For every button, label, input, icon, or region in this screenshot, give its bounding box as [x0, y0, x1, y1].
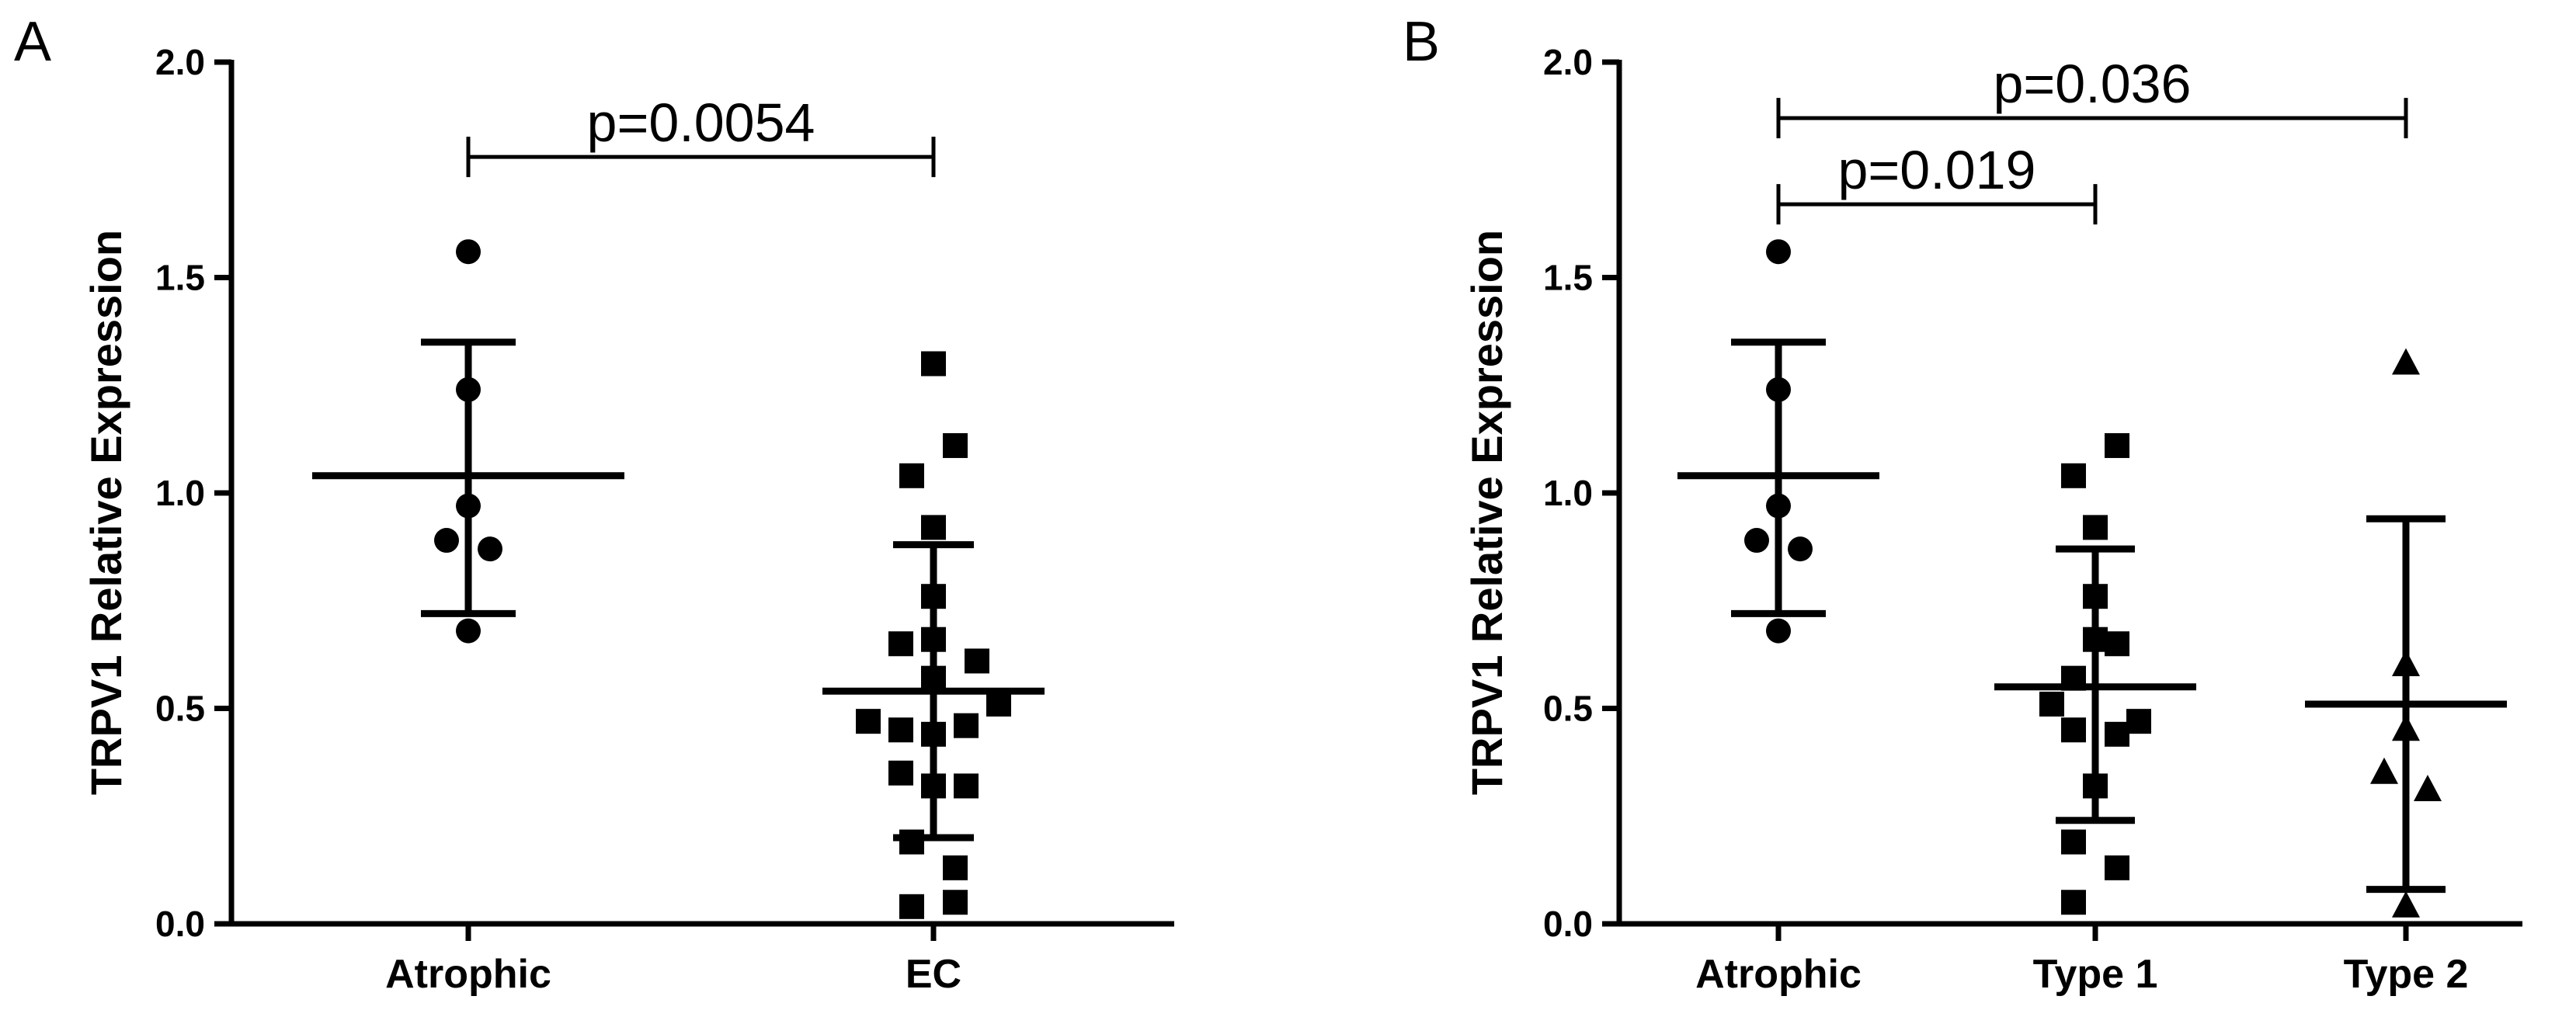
y-tick-label: 1.5: [1543, 258, 1593, 298]
data-point-square: [888, 631, 913, 657]
category-label: Atrophic: [1695, 952, 1862, 997]
y-tick-label: 2.0: [155, 42, 205, 82]
data-point-square: [954, 773, 979, 799]
data-point-square: [2061, 890, 2086, 915]
category-label: Type 1: [2033, 952, 2158, 997]
category-label: Type 2: [2344, 952, 2469, 997]
p-value-label: p=0.036: [1994, 54, 2192, 114]
data-point-square: [2126, 709, 2151, 734]
data-point-square: [2083, 515, 2108, 540]
data-point-square: [954, 713, 979, 738]
y-tick-label: 2.0: [1543, 42, 1593, 82]
data-point-circle: [1766, 618, 1791, 644]
y-axis-label-b: TRPV1 Relative Expression: [1462, 230, 1511, 795]
data-point-square: [965, 648, 989, 674]
p-value-label: p=0.0054: [587, 92, 815, 153]
data-point-square: [2039, 691, 2064, 717]
data-point-triangle: [2370, 757, 2398, 784]
data-point-square: [2105, 855, 2129, 880]
category-label: EC: [906, 952, 961, 997]
data-point-circle: [1744, 528, 1769, 554]
y-tick-label: 0.0: [1543, 904, 1593, 944]
data-point-square: [2061, 829, 2086, 855]
data-point-square: [2105, 631, 2129, 657]
y-axis-label-a: TRPV1 Relative Expression: [82, 230, 130, 795]
data-point-square: [888, 717, 913, 743]
y-tick-label: 0.5: [155, 689, 205, 729]
data-point-triangle: [2414, 774, 2442, 801]
y-tick-label: 1.0: [155, 473, 205, 513]
data-point-triangle: [2392, 890, 2420, 918]
data-point-square: [943, 890, 968, 915]
panel-a: A TRPV1 Relative Expression 0.0 0.5 1.0 1.5…: [14, 11, 1174, 997]
data-point-square: [921, 515, 946, 540]
data-point-square: [2061, 463, 2086, 488]
panel-b: B TRPV1 Relative Expression 0.0 0.5 1.0 1.5…: [1403, 11, 2522, 997]
data-point-square: [2105, 432, 2129, 458]
data-point-square: [986, 691, 1011, 717]
panel-letter-a: A: [14, 11, 51, 73]
data-point-square: [2061, 717, 2086, 743]
data-point-square: [899, 463, 924, 488]
y-tick-label: 1.0: [1543, 473, 1593, 513]
data-point-square: [856, 709, 881, 734]
category-label: Atrophic: [385, 952, 551, 997]
data-point-square: [2105, 721, 2129, 747]
data-point-circle: [1788, 536, 1813, 562]
data-point-circle: [456, 618, 481, 644]
data-point-square: [899, 829, 924, 855]
data-point-square: [921, 351, 946, 377]
data-point-square: [943, 855, 968, 880]
data-point-triangle: [2392, 348, 2420, 375]
data-point-square: [888, 760, 913, 786]
y-tick-label: 0.0: [155, 904, 205, 944]
y-tick-label: 1.5: [155, 258, 205, 298]
data-point-square: [943, 432, 968, 458]
data-point-square: [899, 894, 924, 919]
data-point-circle: [456, 239, 481, 265]
data-point-circle: [478, 536, 502, 562]
y-tick-label: 0.5: [1543, 689, 1593, 729]
p-value-label: p=0.019: [1838, 140, 2036, 200]
data-point-circle: [434, 528, 459, 554]
panel-letter-b: B: [1403, 11, 1440, 73]
data-point-circle: [1766, 239, 1791, 265]
